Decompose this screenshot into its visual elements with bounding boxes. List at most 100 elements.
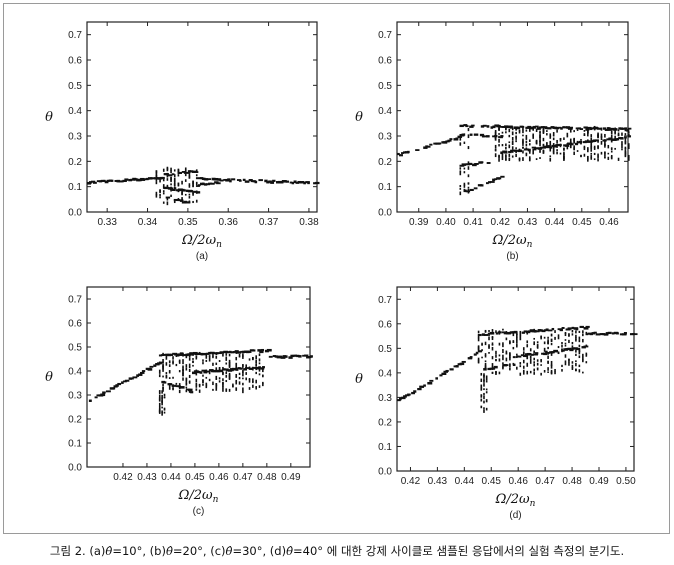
data-point [255, 368, 257, 371]
data-point [498, 144, 500, 147]
x-tick-label: 0.38 [299, 217, 319, 228]
data-point [569, 348, 574, 352]
data-point [167, 174, 173, 177]
data-point [490, 181, 495, 183]
caption-symbol-b: θ̂ [165, 544, 173, 558]
data-point [542, 149, 545, 154]
plot-frame [396, 286, 635, 472]
data-point [556, 139, 558, 144]
data-point [604, 140, 606, 142]
x-tick-label: 0.44 [545, 217, 565, 228]
bifurcation-figure: 0.0 0.1 0.2 0.3 0.4 0.5 0.6 0.7 0.33 0.34 0.35 0.36… [45, 21, 638, 521]
data-point [493, 365, 498, 369]
data-point [504, 151, 508, 154]
data-point [188, 185, 191, 188]
data-point [106, 179, 110, 182]
data-point [561, 369, 563, 372]
data-point [556, 151, 558, 155]
data-point [467, 182, 470, 185]
data-point [549, 158, 552, 162]
y-tick-label: 0.7 [68, 30, 82, 41]
data-point [555, 350, 559, 353]
data-point [578, 347, 581, 350]
x-tick-label: 0.50 [616, 476, 636, 487]
data-point [550, 364, 553, 369]
data-point [459, 124, 464, 128]
data-point [556, 144, 558, 148]
data-point [529, 348, 532, 352]
data-point [619, 333, 624, 336]
data-point [614, 135, 616, 140]
data-point [117, 382, 122, 386]
data-point [145, 177, 150, 180]
data-point [158, 394, 161, 399]
data-point [569, 142, 573, 145]
data-point [120, 180, 124, 183]
data-point [159, 196, 161, 199]
data-point [501, 152, 504, 155]
data-point [587, 126, 592, 129]
data-point [262, 374, 264, 377]
data-point [110, 179, 114, 182]
data-point [178, 389, 181, 394]
data-point [628, 143, 630, 147]
data-point [257, 349, 263, 352]
data-point [447, 139, 452, 142]
data-point [258, 366, 261, 369]
data-point [477, 345, 480, 348]
data-point [624, 152, 627, 157]
data-point [168, 360, 171, 364]
data-point [498, 342, 501, 346]
data-point [437, 142, 442, 145]
data-point [606, 138, 611, 141]
data-point [238, 372, 241, 376]
data-point [242, 390, 244, 394]
data-point [512, 346, 515, 350]
data-point [235, 387, 238, 390]
data-point [567, 127, 573, 130]
data-point [255, 379, 257, 384]
caption-label-b: (b) [149, 544, 166, 558]
data-point [245, 367, 248, 370]
data-point [585, 353, 588, 357]
data-point [526, 362, 529, 366]
data-point [561, 349, 565, 352]
data-point [172, 356, 174, 360]
data-point [255, 359, 257, 363]
data-point [532, 151, 534, 155]
data-point [486, 135, 490, 138]
y-tick-label: 0.0 [378, 208, 392, 219]
data-point [569, 129, 572, 133]
data-point [516, 366, 518, 370]
data-point [518, 355, 522, 358]
data-point [179, 352, 183, 355]
y-tick-label: 0.0 [68, 208, 82, 219]
data-point [188, 196, 191, 199]
data-point [248, 387, 251, 390]
data-point [549, 141, 552, 144]
data-point [195, 372, 198, 376]
data-point [542, 144, 545, 147]
data-point [423, 146, 428, 149]
data-point [170, 169, 172, 174]
data-point [98, 180, 103, 183]
data-point [195, 355, 198, 358]
data-point [415, 149, 420, 151]
data-point [528, 143, 531, 146]
data-point [443, 141, 448, 144]
data-point [439, 374, 443, 377]
data-point [465, 125, 469, 128]
data-point [522, 351, 525, 355]
data-point [543, 369, 546, 373]
data-point [158, 361, 164, 364]
data-point [519, 335, 522, 337]
data-point [566, 127, 569, 129]
data-point [512, 149, 516, 152]
data-point [480, 394, 483, 398]
data-point [459, 167, 462, 170]
data-point [477, 337, 480, 342]
data-point [185, 383, 188, 386]
data-point [531, 146, 537, 149]
data-point [218, 367, 221, 370]
data-point [509, 341, 511, 344]
